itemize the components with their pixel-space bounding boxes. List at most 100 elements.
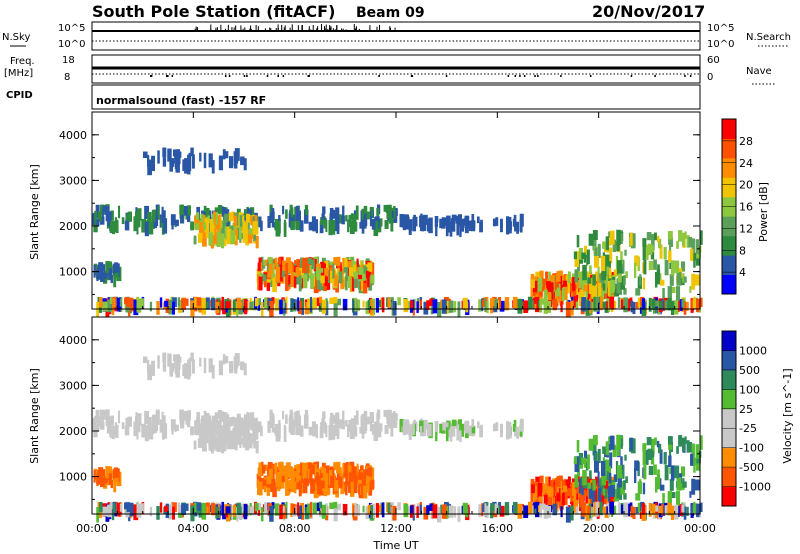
echo-cell	[663, 247, 667, 260]
echo-cell	[240, 437, 244, 445]
echo-cell	[241, 220, 246, 232]
echo-cell	[686, 301, 689, 311]
echo-cell	[255, 440, 259, 454]
echo-cell	[676, 241, 679, 249]
echo-cell	[617, 478, 622, 488]
echo-cell	[214, 221, 217, 234]
power-colorbar: 4 8 12 16 20 24 28	[721, 118, 753, 295]
echo-cell	[595, 476, 598, 487]
echo-cell	[699, 502, 703, 512]
echo-cell	[654, 232, 657, 241]
echo-cell	[338, 419, 342, 429]
echo-cell	[342, 468, 345, 480]
echo-cell	[362, 414, 368, 421]
echo-cell	[264, 502, 269, 515]
echo-cell	[336, 473, 340, 486]
echo-cell	[602, 488, 606, 496]
echo-cell	[367, 262, 373, 272]
echo-cell	[347, 466, 352, 473]
echo-cell	[211, 365, 215, 379]
echo-cell	[643, 259, 647, 275]
echo-cell	[535, 501, 540, 518]
echo-cell	[384, 425, 389, 434]
echo-cell	[319, 426, 324, 439]
echo-cell	[508, 220, 512, 234]
echo-cell	[228, 361, 234, 374]
echo-cell	[648, 502, 652, 517]
nave-dot	[246, 75, 248, 77]
echo-cell	[367, 473, 371, 482]
echo-cell	[162, 157, 167, 167]
echo-cell	[486, 505, 489, 519]
x-ticks: 00:00 04:00 08:00 12:00 16:00 20:00 00:00	[76, 112, 716, 535]
echo-cell	[193, 440, 197, 450]
echo-cell	[683, 481, 687, 488]
nave-dot	[534, 75, 536, 77]
echo-cell	[562, 479, 565, 489]
echo-cell	[370, 412, 373, 422]
echo-cell	[586, 249, 590, 264]
echo-cell	[646, 451, 649, 466]
echo-cell	[243, 158, 247, 171]
echo-cell	[519, 418, 524, 432]
echo-cell	[368, 482, 373, 496]
echo-cell	[180, 208, 184, 224]
nave-dot	[150, 75, 153, 77]
echo-cell	[232, 299, 236, 312]
echo-cell	[320, 261, 325, 269]
echo-cell	[592, 479, 596, 491]
echo-cell	[629, 437, 633, 451]
echo-cell	[370, 207, 373, 217]
echo-cell	[370, 274, 375, 284]
echo-cell	[367, 268, 371, 277]
echo-cell	[669, 262, 673, 269]
freq-tick-bottom: 8	[64, 72, 70, 83]
echo-cell	[202, 440, 207, 452]
echo-cell	[269, 413, 274, 429]
echo-cell	[125, 418, 128, 431]
echo-cell	[177, 356, 182, 363]
colorbar-segment	[722, 138, 736, 159]
colorbar-segment	[722, 389, 736, 410]
echo-cell	[572, 481, 576, 496]
echo-cell	[282, 410, 285, 420]
echo-cell	[362, 300, 365, 308]
echo-cell	[235, 428, 240, 437]
echo-cell	[670, 286, 676, 294]
echo-cell	[565, 275, 570, 285]
echo-cell	[410, 505, 414, 514]
echo-cell	[573, 251, 577, 260]
echo-cell	[203, 410, 207, 417]
echo-cell	[223, 356, 229, 364]
echo-cell	[107, 299, 112, 313]
echo-cell	[100, 477, 105, 487]
echo-cell	[212, 433, 217, 449]
echo-cell	[177, 502, 181, 512]
echo-cell	[664, 505, 669, 516]
echo-cell	[215, 506, 220, 519]
echo-cell	[315, 424, 319, 439]
echo-cell	[219, 213, 222, 228]
echo-cell	[249, 207, 255, 218]
echo-cell	[140, 298, 144, 308]
echo-cell	[321, 418, 325, 425]
echo-cell	[371, 299, 375, 314]
echo-cell	[220, 411, 226, 421]
echo-cell	[383, 409, 388, 417]
echo-cell	[387, 204, 392, 219]
echo-cell	[594, 296, 599, 312]
echo-cell	[609, 435, 615, 450]
echo-cell	[358, 267, 363, 275]
echo-cell	[617, 502, 621, 513]
echo-cell	[152, 414, 157, 423]
echo-cell	[224, 213, 229, 223]
echo-cell	[445, 217, 449, 226]
echo-cell	[340, 484, 345, 495]
echo-cell	[198, 222, 203, 233]
echo-cell	[185, 503, 189, 511]
echo-cell	[667, 231, 673, 240]
echo-cell	[598, 487, 602, 502]
echo-cell	[358, 477, 362, 485]
echo-cell	[648, 466, 654, 476]
echo-cell	[114, 467, 119, 478]
